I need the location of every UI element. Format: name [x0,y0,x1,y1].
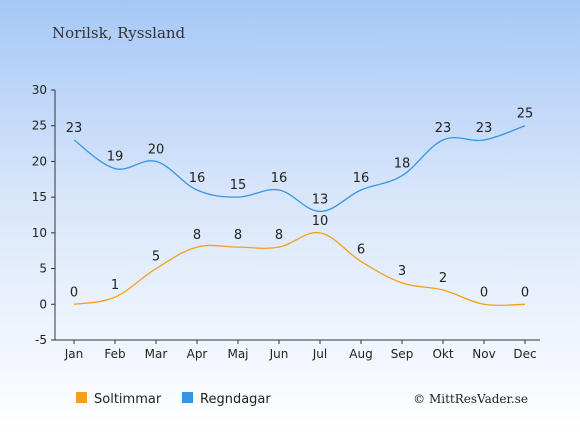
x-tick-label: Aug [349,347,372,361]
data-label-soltimmar: 6 [357,242,365,257]
x-tick-label: Jan [64,347,84,361]
y-tick-label: 30 [32,83,47,97]
data-label-soltimmar: 0 [521,285,529,300]
data-label-regndagar: 23 [66,121,83,136]
y-tick-label: 25 [32,119,47,133]
data-label-soltimmar: 8 [193,228,201,243]
series-lines [73,125,526,307]
chart-title: Norilsk, Ryssland [52,24,186,42]
data-label-regndagar: 18 [394,157,411,172]
data-label-soltimmar: 10 [312,214,329,229]
data-label-soltimmar: 0 [70,285,78,300]
x-tick-label: Maj [227,347,248,361]
data-label-soltimmar: 8 [234,228,242,243]
legend: Soltimmar Regndagar [76,392,271,407]
credit-text: © MittResVader.se [413,392,528,406]
data-label-regndagar: 15 [230,178,247,193]
x-tick-label: Mar [145,347,168,361]
legend-label-soltimmar: Soltimmar [94,392,162,407]
data-label-regndagar: 25 [517,107,534,122]
x-tick-label: Nov [472,347,495,361]
series-line-regndagar [73,125,526,213]
data-label-regndagar: 13 [312,192,329,207]
data-label-soltimmar: 1 [111,278,119,293]
x-tick-label: Okt [432,347,453,361]
x-tick-label: Dec [513,347,536,361]
data-label-regndagar: 23 [476,121,493,136]
series-line-soltimmar [73,231,526,307]
y-tick-label: -5 [35,333,47,347]
x-tick-label: Jun [269,347,289,361]
y-tick-label: 10 [32,226,47,240]
data-label-soltimmar: 8 [275,228,283,243]
legend-swatch-soltimmar [76,392,87,403]
data-label-regndagar: 16 [189,171,206,186]
x-tick-label: Feb [104,347,125,361]
data-label-regndagar: 20 [148,142,165,157]
data-label-regndagar: 19 [107,150,124,165]
y-tick-label: 20 [32,154,47,168]
data-label-soltimmar: 3 [398,264,406,279]
y-tick-label: 15 [32,190,47,204]
y-tick-label: 0 [39,297,47,311]
data-label-regndagar: 16 [271,171,288,186]
x-tick-label: Apr [187,347,208,361]
legend-label-regndagar: Regndagar [200,392,271,407]
x-tick-label: Sep [391,347,414,361]
data-label-soltimmar: 5 [152,250,160,265]
x-tick-label: Jul [312,347,327,361]
data-label-soltimmar: 2 [439,271,447,286]
data-label-soltimmar: 0 [480,285,488,300]
legend-swatch-regndagar [182,392,193,403]
data-label-regndagar: 16 [353,171,370,186]
data-label-regndagar: 23 [435,121,452,136]
y-tick-label: 5 [39,262,47,276]
